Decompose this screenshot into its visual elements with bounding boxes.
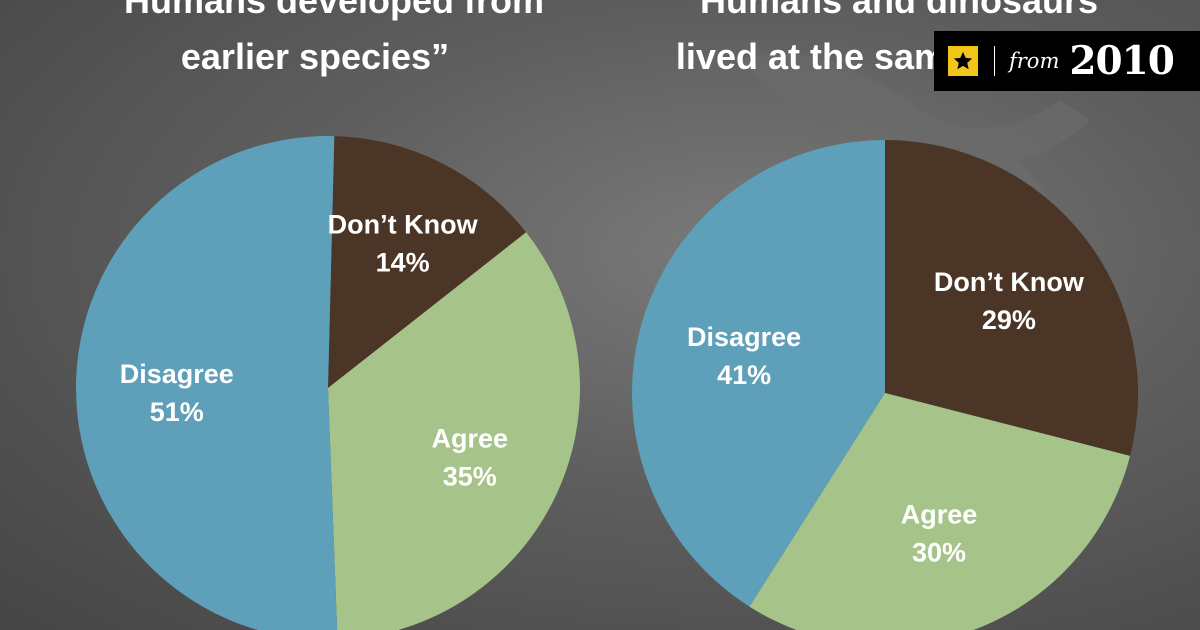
pie-slice-don-t-know: [885, 140, 1138, 456]
slice-value-disagree: 51%: [150, 397, 204, 427]
slice-label-disagree: Disagree: [120, 359, 234, 389]
chart-title-line-1: “Humans developed from: [106, 0, 544, 21]
chart-title-line-2: earlier species”: [181, 36, 449, 77]
badge-year: 2010: [1069, 38, 1175, 84]
slice-label-disagree: Disagree: [687, 322, 801, 352]
pie-slice-agree: [328, 232, 580, 630]
year-badge: from 2010: [934, 31, 1200, 91]
slice-label-agree: Agree: [432, 424, 509, 454]
slice-label-don-t-know: Don’t Know: [328, 209, 479, 239]
slice-value-don-t-know: 14%: [376, 247, 430, 277]
badge-from-text: from: [1009, 49, 1060, 73]
star-icon: [948, 46, 978, 76]
pie-chart-evolution: “Humans developed from earlier species” …: [75, 0, 580, 630]
pie-slice-disagree: [632, 140, 885, 607]
slice-value-agree: 35%: [443, 462, 497, 492]
pie-chart-dinosaurs: “Humans and dinosaurs lived at the same …: [632, 0, 1138, 630]
chart-title-line-1: “Humans and dinosaurs: [682, 0, 1098, 21]
pie-slice-don-t-know: [328, 136, 527, 388]
slice-value-don-t-know: 29%: [982, 305, 1036, 335]
badge-divider: [994, 46, 995, 76]
slice-value-agree: 30%: [912, 537, 966, 567]
slice-label-agree: Agree: [901, 499, 978, 529]
pie-slice-disagree: [75, 136, 338, 630]
slice-value-disagree: 41%: [717, 360, 771, 390]
slice-label-don-t-know: Don’t Know: [934, 267, 1085, 297]
pie-slice-agree: [749, 393, 1131, 630]
